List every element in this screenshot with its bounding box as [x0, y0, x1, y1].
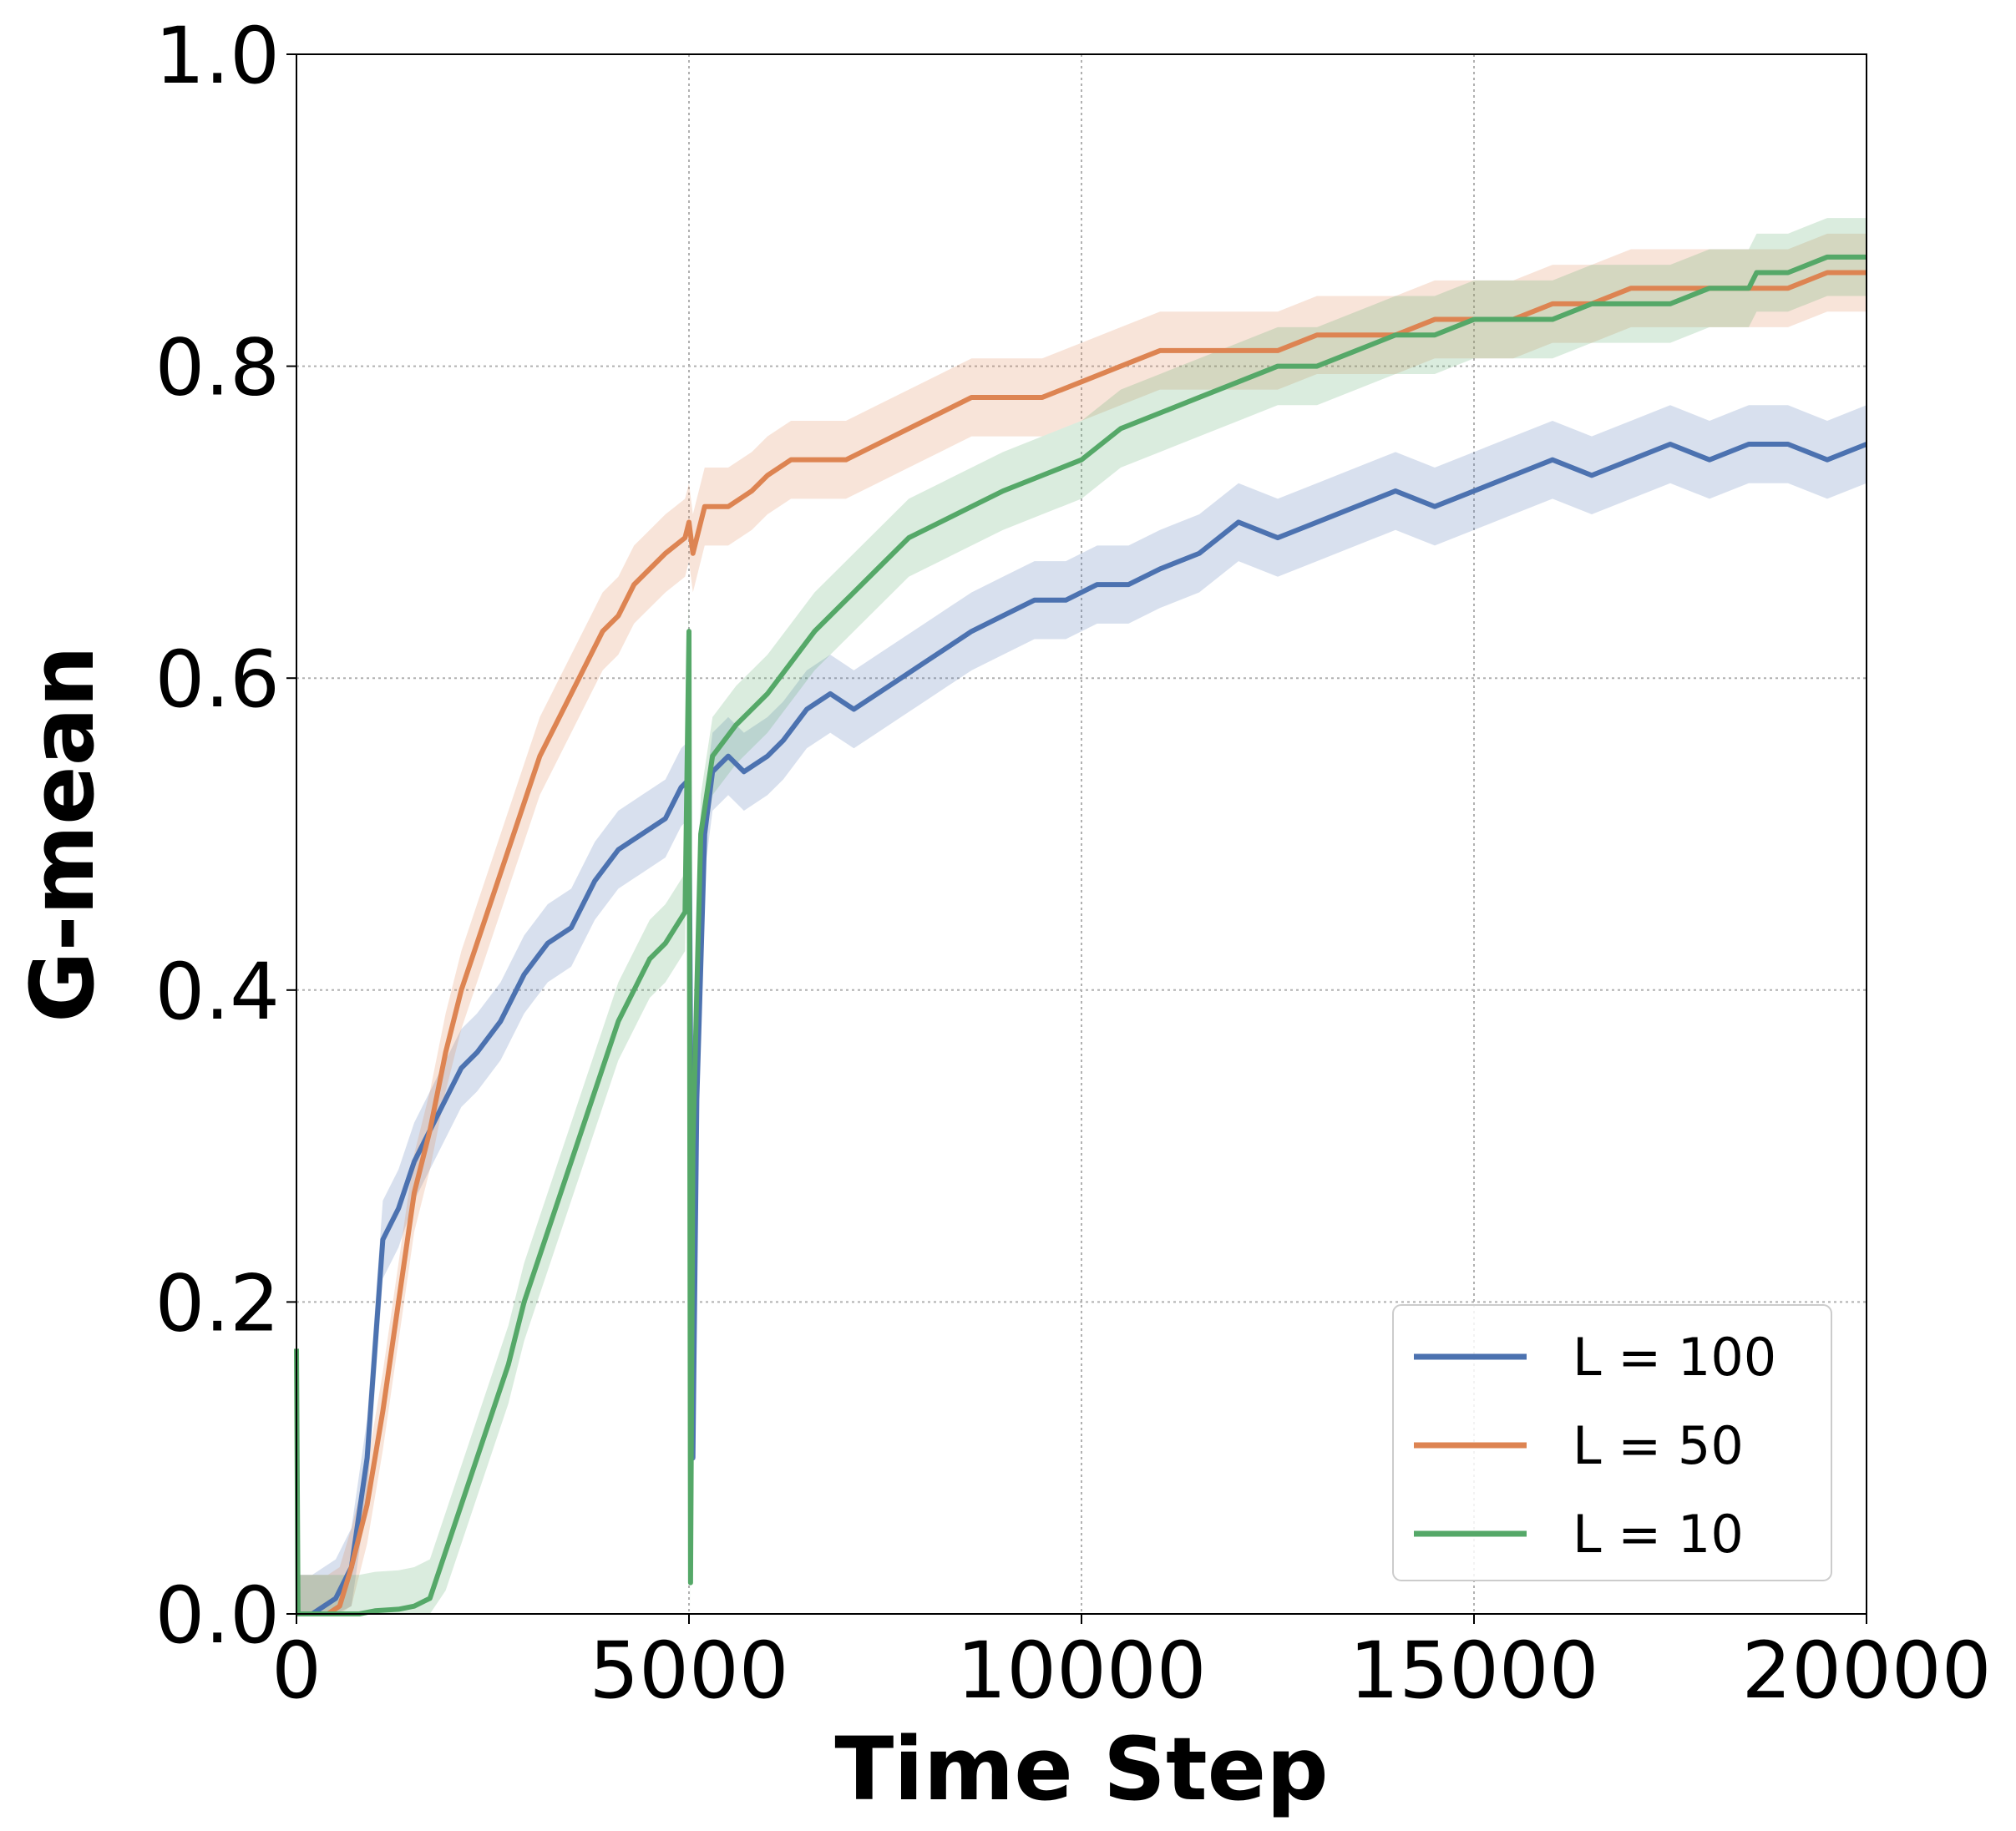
y-tick-label: 0.8 [155, 323, 281, 414]
legend-label: L = 10 [1573, 1504, 1744, 1565]
confidence-bands [296, 218, 1867, 1614]
x-tick-labels: 0 5000 10000 15000 20000 [271, 1626, 1991, 1717]
y-tick-label: 0.0 [155, 1571, 281, 1662]
y-axis-title: G-mean [12, 645, 114, 1023]
series-line-0 [296, 442, 1868, 1616]
y-tick-label: 0.6 [155, 635, 281, 726]
x-tick-label: 5000 [589, 1626, 788, 1717]
y-tick-label: 0.2 [155, 1258, 281, 1349]
legend-label: L = 100 [1573, 1327, 1776, 1388]
series-lines [294, 254, 1868, 1616]
x-tick-label: 15000 [1349, 1626, 1598, 1717]
series-line-2 [294, 254, 1867, 1616]
y-tick-labels: 0.0 0.2 0.4 0.6 0.8 1.0 [155, 11, 281, 1662]
y-tick-label: 1.0 [155, 11, 281, 102]
legend-box [1392, 1304, 1832, 1581]
x-axis-title: Time Step [834, 1718, 1328, 1820]
series-band-2 [296, 218, 1867, 1614]
legend-label: L = 50 [1573, 1415, 1744, 1476]
x-tick-label: 10000 [956, 1626, 1206, 1717]
legend: L = 100 L = 50 L = 10 [1392, 1304, 1832, 1581]
x-tick-label: 20000 [1741, 1626, 1991, 1717]
tick-marks [286, 53, 1867, 1624]
y-tick-label: 0.4 [155, 947, 281, 1038]
x-tick-label: 0 [271, 1626, 322, 1717]
